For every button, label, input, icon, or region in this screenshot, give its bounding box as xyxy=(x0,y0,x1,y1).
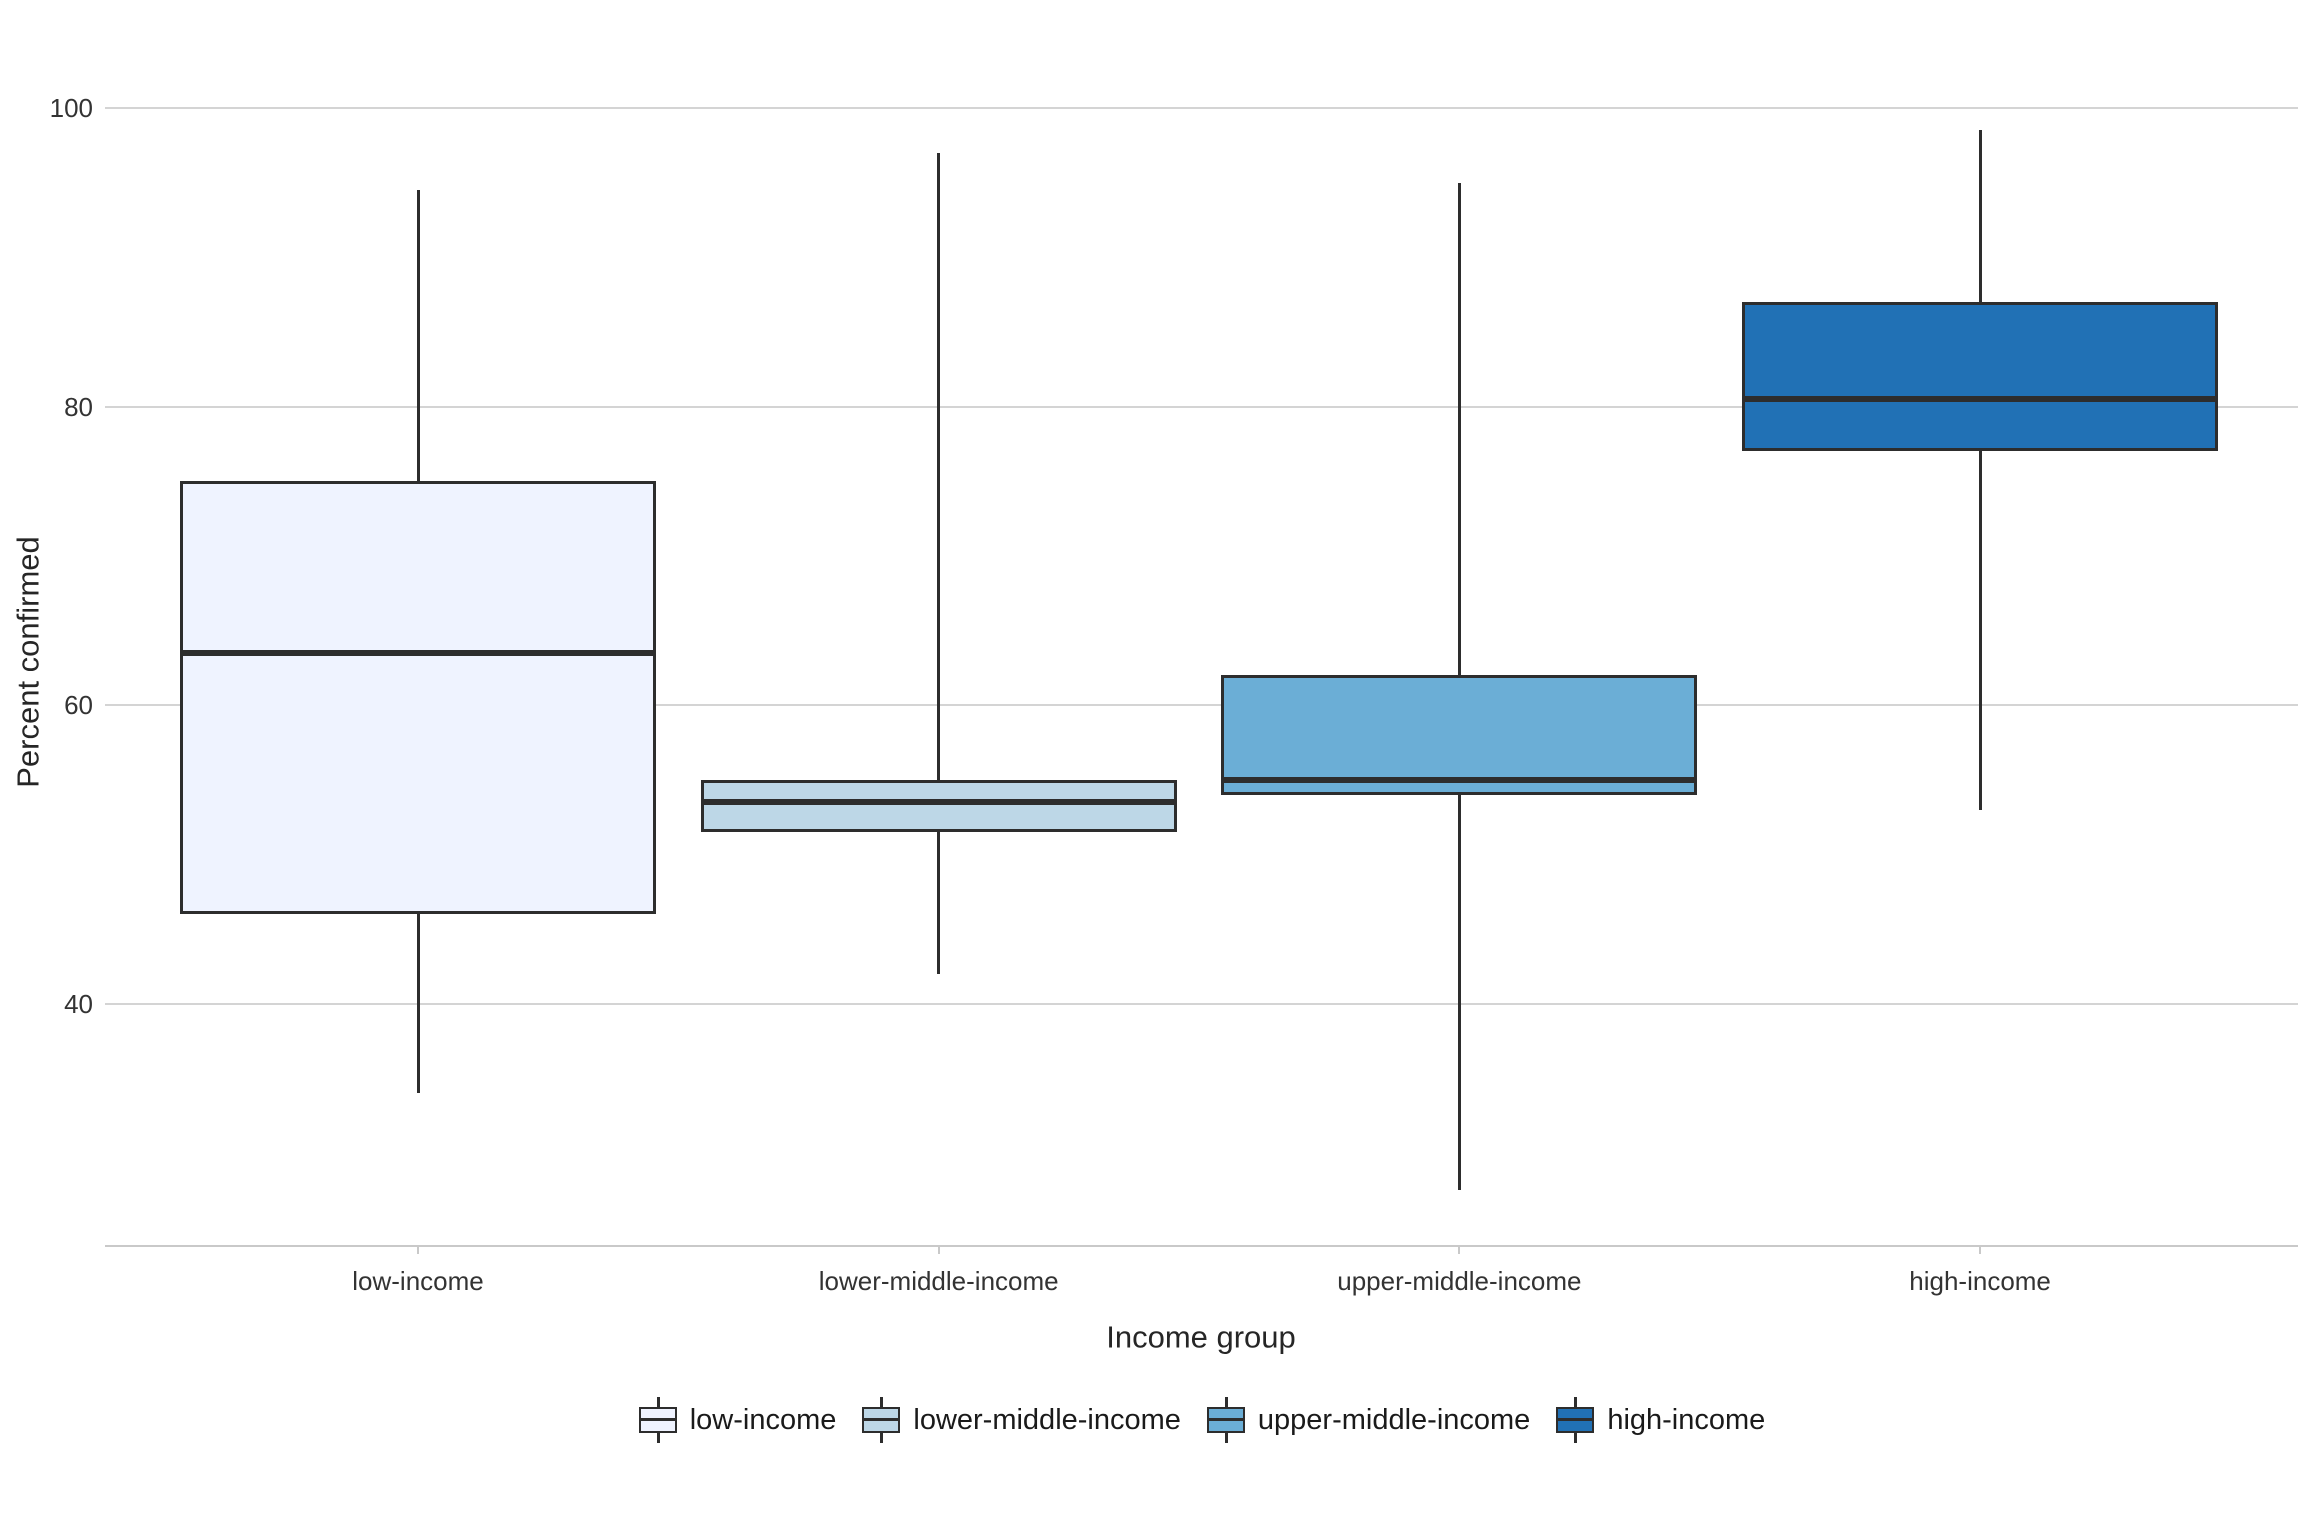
x-axis-title: Income group xyxy=(1106,1319,1296,1355)
y-tick-label: 40 xyxy=(64,988,93,1019)
y-axis-title: Percent confirmed xyxy=(10,536,46,788)
x-tick-label-high-income: high-income xyxy=(1909,1266,2051,1296)
x-tick-label-upper-middle-income: upper-middle-income xyxy=(1337,1266,1582,1296)
x-tick-label-lower-middle-income: lower-middle-income xyxy=(818,1266,1059,1296)
x-axis-line xyxy=(105,1245,2298,1247)
legend-label: low-income xyxy=(689,1404,837,1436)
legend-item-high-income[interactable]: high-income xyxy=(1556,1397,1765,1443)
median-low-income xyxy=(180,649,656,656)
boxplot-glyph-icon xyxy=(638,1397,677,1443)
box-lower-middle-income xyxy=(700,779,1177,833)
boxplot-glyph-icon xyxy=(862,1397,901,1443)
box-high-income xyxy=(1742,302,2219,452)
x-tick-mark xyxy=(417,1246,419,1254)
legend-item-upper-middle-income[interactable]: upper-middle-income xyxy=(1206,1397,1531,1443)
gridline-y-60 xyxy=(105,704,2298,707)
legend-label: high-income xyxy=(1607,1404,1766,1436)
gridline-y-80 xyxy=(105,405,2298,408)
legend-item-low-income[interactable]: low-income xyxy=(638,1397,837,1443)
box-upper-middle-income xyxy=(1221,675,1698,795)
median-lower-middle-income xyxy=(700,799,1177,806)
y-tick-label: 80 xyxy=(64,391,93,422)
whisker-lower-middle-income xyxy=(937,152,941,974)
median-upper-middle-income xyxy=(1221,776,1698,783)
y-tick-label: 100 xyxy=(49,93,93,123)
boxplot-glyph-icon xyxy=(1556,1397,1595,1443)
gridline-y-100 xyxy=(105,107,2298,109)
median-high-income xyxy=(1742,396,2219,403)
x-tick-mark xyxy=(937,1246,940,1254)
x-tick-label-low-income: low-income xyxy=(352,1266,484,1296)
whisker-high-income xyxy=(1978,130,1982,810)
x-tick-mark xyxy=(1979,1246,1982,1254)
gridline-y-40 xyxy=(105,1002,2298,1005)
legend-label: lower-middle-income xyxy=(913,1404,1181,1436)
legend-label: upper-middle-income xyxy=(1257,1404,1531,1436)
boxplot-glyph-icon xyxy=(1206,1397,1245,1443)
box-low-income xyxy=(180,481,656,915)
y-tick-label: 60 xyxy=(64,690,93,721)
x-tick-mark xyxy=(1458,1246,1461,1254)
legend-item-lower-middle-income[interactable]: lower-middle-income xyxy=(862,1397,1181,1443)
legend: low-income lower-middle-income upper-middl… xyxy=(105,1394,2299,1446)
